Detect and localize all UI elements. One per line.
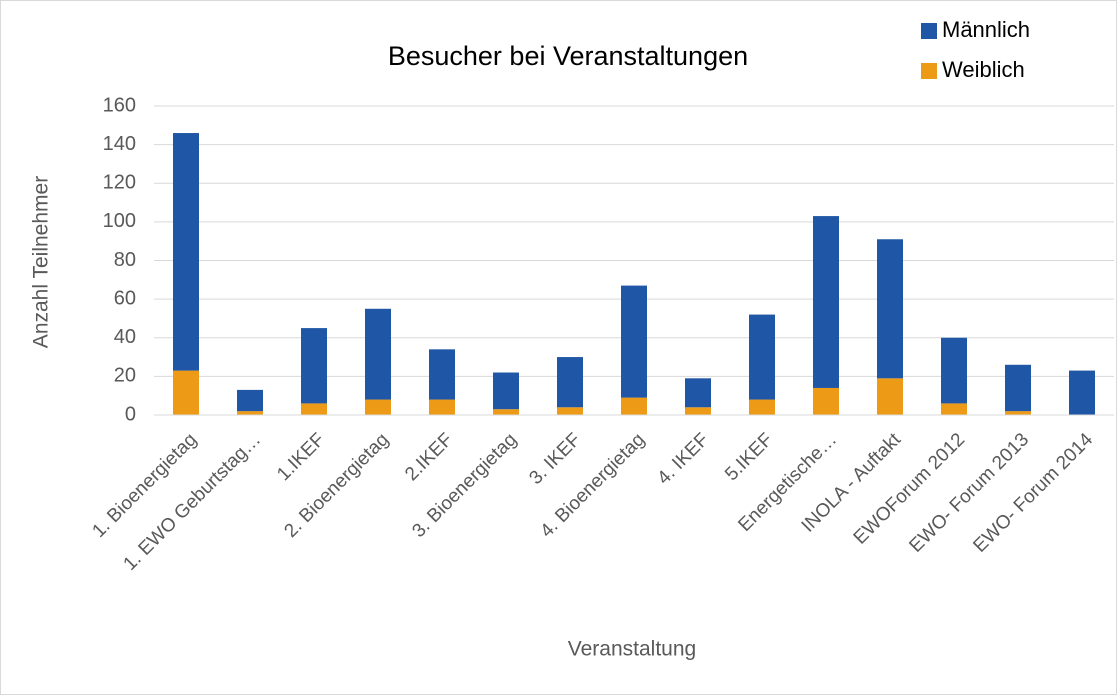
bar-segment (877, 239, 903, 379)
bar-segment (941, 403, 967, 415)
bar-segment (237, 411, 263, 415)
legend-label: Weiblich (942, 57, 1025, 82)
bar-segment (621, 285, 647, 398)
bar-segment (493, 409, 519, 415)
legend-swatch (921, 23, 937, 39)
bar-segment (685, 407, 711, 415)
bar-segment (1005, 364, 1031, 412)
bar-segment (557, 407, 583, 415)
bar-segment (301, 403, 327, 415)
bar-segment (429, 349, 455, 400)
bar-segment (941, 337, 967, 404)
bar-segment (813, 216, 839, 388)
bar-segment (301, 328, 327, 404)
bar-segment (173, 133, 199, 371)
y-tick-label: 120 (103, 172, 136, 194)
bar-segment (237, 389, 263, 412)
bar-segment (429, 399, 455, 415)
bar-segment (621, 397, 647, 415)
y-tick-label: 20 (114, 365, 136, 387)
bar-segment (557, 357, 583, 408)
bar-segment (877, 378, 903, 415)
y-tick-label: 100 (103, 210, 136, 232)
bar-segment (749, 314, 775, 400)
y-tick-label: 80 (114, 249, 136, 271)
y-axis-title: Anzahl Teilnehmer (30, 176, 53, 348)
y-tick-label: 40 (114, 326, 136, 348)
y-tick-label: 140 (103, 133, 136, 155)
y-tick-label: 160 (103, 94, 136, 116)
legend-label: Männlich (942, 17, 1030, 42)
x-axis-title: Veranstaltung (568, 638, 696, 661)
y-tick-label: 60 (114, 287, 136, 309)
bar-segment (749, 399, 775, 415)
bar-segment (685, 378, 711, 408)
bar-segment (813, 387, 839, 415)
legend-swatch (921, 63, 937, 79)
bar-segment (493, 372, 519, 410)
y-tick-label: 0 (125, 403, 136, 425)
bar-segment (173, 370, 199, 415)
bar-segment (1069, 370, 1095, 415)
chart-title: Besucher bei Veranstaltungen (388, 41, 748, 71)
bar-segment (1005, 411, 1031, 415)
bar-segment (365, 308, 391, 400)
bar-segment (365, 399, 391, 415)
